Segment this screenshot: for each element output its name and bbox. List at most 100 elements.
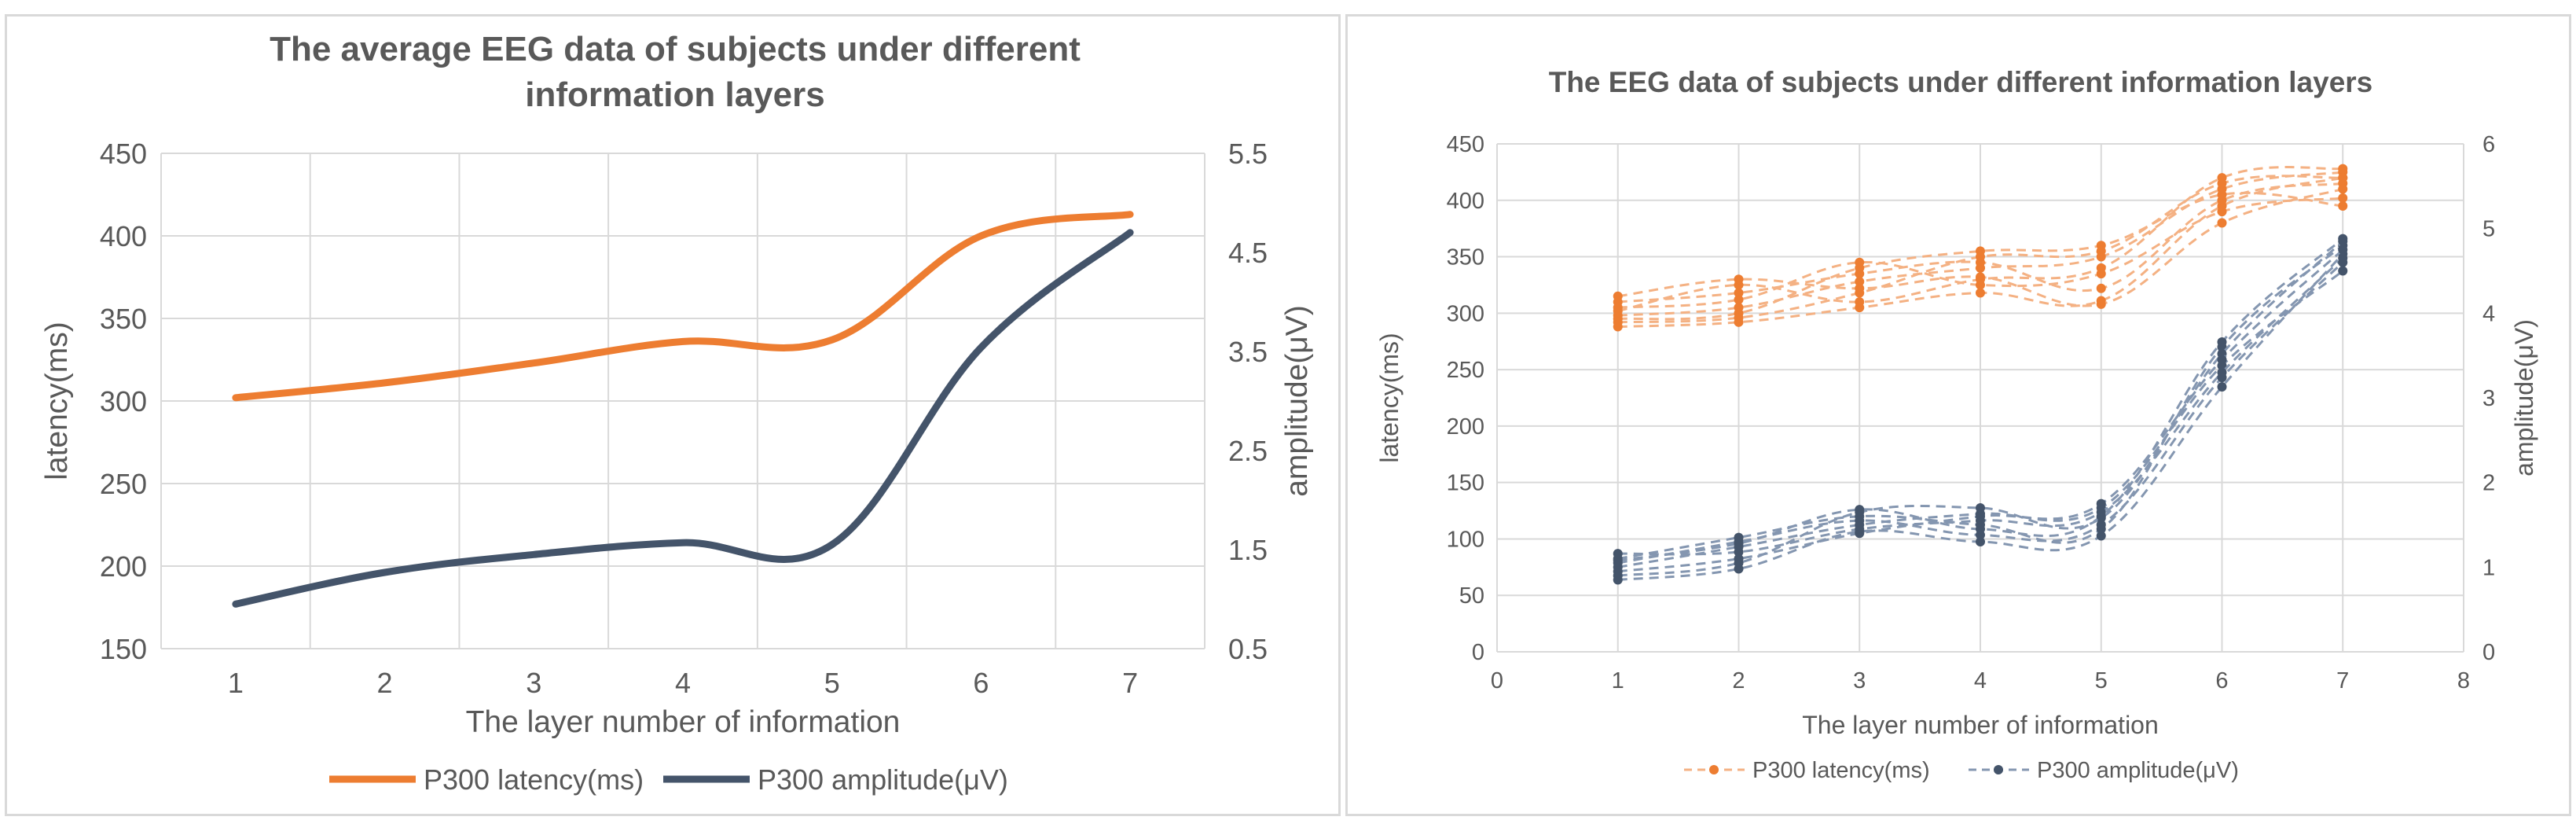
amplitude-point — [1855, 528, 1865, 539]
y-tick-label: 350 — [1447, 245, 1484, 270]
y-tick-label: 150 — [1447, 471, 1484, 496]
y-tick-label: 0 — [1472, 640, 1484, 665]
amplitude-point — [2217, 373, 2227, 383]
y2-tick-label: 1 — [2482, 555, 2495, 580]
y-axis-title: latency(ms) — [1375, 333, 1404, 462]
y-tick-label: 200 — [100, 550, 147, 583]
amplitude-point — [1734, 539, 1744, 549]
amplitude-subject-line — [1617, 257, 2344, 556]
latency-point — [1855, 296, 1865, 307]
x-tick-label: 5 — [824, 667, 840, 699]
amplitude-point — [2096, 511, 2106, 521]
amplitude-point — [1855, 516, 1865, 526]
latency-point — [1613, 291, 1623, 301]
y-tick-label: 250 — [1447, 358, 1484, 383]
latency-point — [1855, 277, 1865, 287]
y-tick-label: 300 — [1447, 301, 1484, 326]
amplitude-point — [2217, 382, 2227, 392]
legend-label-latency: P300 latency(ms) — [1752, 758, 1930, 783]
latency-point — [2338, 173, 2348, 183]
y2-tick-label: 3.5 — [1228, 336, 1268, 368]
y2-tick-label: 5 — [2482, 217, 2495, 242]
legend-label-amplitude: P300 amplitude(μV) — [758, 763, 1008, 796]
amplitude-point — [1855, 505, 1865, 515]
y-tick-label: 250 — [100, 468, 147, 500]
latency-point — [2338, 164, 2348, 174]
chart-title: The EEG data of subjects under different… — [1549, 66, 2373, 98]
x-tick-label: 5 — [2095, 668, 2108, 693]
series-line-p300-amplitude — [232, 229, 1134, 608]
amplitude-point — [1976, 511, 1985, 521]
latency-point — [1734, 295, 1744, 305]
amplitude-point — [1976, 502, 1985, 513]
x-tick-label: 7 — [1122, 667, 1138, 699]
latency-point — [1734, 313, 1744, 323]
y2-tick-label: 1.5 — [1228, 534, 1268, 566]
y-tick-label: 100 — [1447, 527, 1484, 552]
y-tick-label: 450 — [1447, 132, 1484, 157]
y-tick-label: 300 — [100, 385, 147, 418]
latency-point — [2217, 218, 2227, 228]
subject-eeg-scatter-chart: The EEG data of subjects under different… — [1375, 66, 2538, 783]
series-line-p300-latency — [232, 211, 1134, 402]
latency-point — [2338, 200, 2348, 211]
latency-point — [2096, 299, 2106, 309]
latency-point — [2217, 178, 2227, 189]
x-tick-label: 8 — [2457, 668, 2470, 693]
legend-marker-amplitude — [1994, 765, 2003, 774]
x-tick-label: 0 — [1491, 668, 1503, 693]
amplitude-point — [2217, 355, 2227, 365]
y2-tick-label: 0 — [2482, 640, 2495, 665]
latency-point — [1613, 317, 1623, 327]
latency-point — [2338, 184, 2348, 194]
latency-point — [1613, 303, 1623, 313]
amplitude-point — [2096, 531, 2106, 541]
y-tick-label: 350 — [100, 303, 147, 335]
y-axis-title: latency(ms) — [40, 322, 74, 480]
x-axis-title: The layer number of information — [466, 705, 901, 739]
x-tick-label: 6 — [973, 667, 989, 699]
y-tick-label: 200 — [1447, 414, 1484, 440]
x-tick-label: 2 — [1732, 668, 1745, 693]
y2-tick-label: 4.5 — [1228, 237, 1268, 269]
y2-tick-label: 0.5 — [1228, 633, 1268, 665]
latency-point — [2096, 246, 2106, 256]
amplitude-point — [1734, 554, 1744, 564]
x-tick-label: 3 — [1853, 668, 1866, 693]
right-chart-panel: The EEG data of subjects under different… — [1345, 14, 2571, 816]
x-tick-label: 1 — [228, 667, 244, 699]
amplitude-point — [1613, 549, 1623, 559]
amplitude-point — [2338, 266, 2348, 276]
amplitude-point — [2096, 520, 2106, 530]
amplitude-point — [1613, 566, 1623, 576]
x-tick-label: 1 — [1612, 668, 1624, 693]
x-tick-label: 6 — [2215, 668, 2228, 693]
y-tick-label: 150 — [100, 633, 147, 665]
x-tick-label: 2 — [377, 667, 393, 699]
y2-axis-title: amplitude(μV) — [2510, 319, 2538, 476]
latency-point — [2217, 189, 2227, 200]
amplitude-point — [2338, 257, 2348, 267]
amplitude-point — [1734, 546, 1744, 557]
legend-marker-latency — [1709, 765, 1719, 774]
y2-tick-label: 3 — [2482, 386, 2495, 411]
latency-point — [1734, 274, 1744, 285]
latency-point — [2338, 193, 2348, 203]
chart-title-line-1: The average EEG data of subjects under d… — [270, 30, 1081, 68]
y2-tick-label: 5.5 — [1228, 138, 1268, 170]
latency-point — [1976, 252, 1985, 262]
chart-title-line-2: information layers — [525, 75, 824, 114]
y2-tick-label: 4 — [2482, 301, 2495, 326]
y2-tick-label: 6 — [2482, 132, 2495, 157]
latency-point — [1976, 280, 1985, 290]
latency-point — [2096, 283, 2106, 293]
amplitude-point — [2217, 337, 2227, 347]
amplitude-point — [1613, 555, 1623, 565]
legend-label-amplitude: P300 amplitude(μV) — [2037, 758, 2239, 783]
amplitude-point — [1976, 524, 1985, 534]
x-tick-label: 7 — [2336, 668, 2349, 693]
x-tick-label: 4 — [675, 667, 691, 699]
y-tick-label: 400 — [1447, 189, 1484, 214]
average-eeg-line-chart: The average EEG data of subjects under d… — [40, 30, 1314, 796]
